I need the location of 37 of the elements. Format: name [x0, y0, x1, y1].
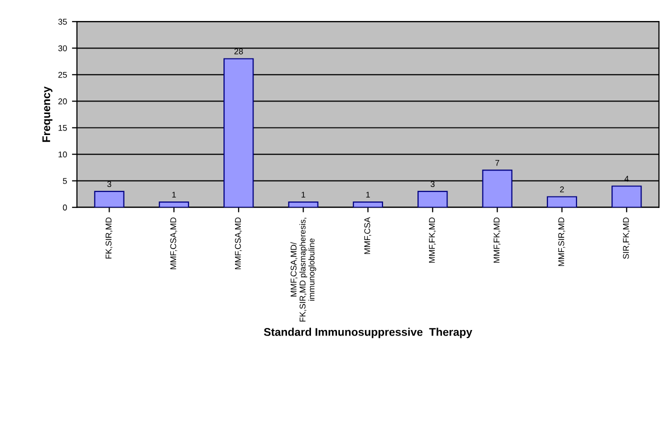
bar: [224, 58, 254, 208]
y-tick-label: 5: [62, 178, 67, 184]
y-tick-label: 25: [58, 72, 67, 78]
bar: [418, 190, 448, 208]
bar: [352, 202, 384, 208]
bar: [94, 190, 124, 208]
data-label: 3: [107, 181, 112, 188]
x-axis-title: Standard Immunosuppressive Therapy: [264, 328, 472, 338]
data-label: 3: [430, 181, 435, 188]
data-label: 1: [172, 192, 176, 198]
x-tick-label: MMF,CSA,MD: [170, 217, 178, 270]
x-tick-label: FK,SIR,MD: [106, 217, 112, 259]
x-tick-label: MMF,FK,MD: [494, 217, 501, 263]
bar: [482, 170, 512, 208]
y-tick-label: 15: [58, 125, 67, 131]
data-label: 1: [302, 192, 306, 198]
y-tick-label: 30: [58, 45, 67, 52]
x-tick-label: SIR,FK,MD: [622, 217, 630, 259]
data-label: 2: [560, 186, 564, 192]
x-tick-label: MMF,SIR,MD: [558, 217, 566, 266]
bar: [612, 186, 642, 208]
bar: [158, 202, 190, 208]
y-tick-label: 10: [58, 151, 67, 158]
y-tick-label: 0: [62, 204, 67, 210]
data-label: 4: [624, 176, 629, 182]
x-tick-label: MMF,CSA: [364, 217, 372, 254]
y-tick-label: 35: [58, 18, 67, 25]
x-tick-label: MMF,FK,MD: [429, 217, 436, 263]
data-label: 1: [366, 192, 370, 198]
bar: [546, 196, 578, 208]
data-label: 7: [495, 160, 500, 166]
y-tick-label: 20: [58, 98, 67, 104]
x-tick-label: MMF,CSA,MD/ FK,SIR,MD plasmapheresis, immunoglobuline: [290, 218, 316, 322]
x-tick-label: MMF,CSA,MD: [234, 217, 242, 270]
bar: [288, 202, 318, 208]
y-axis-title: Frequency: [42, 86, 52, 142]
data-label: 28: [234, 48, 243, 54]
